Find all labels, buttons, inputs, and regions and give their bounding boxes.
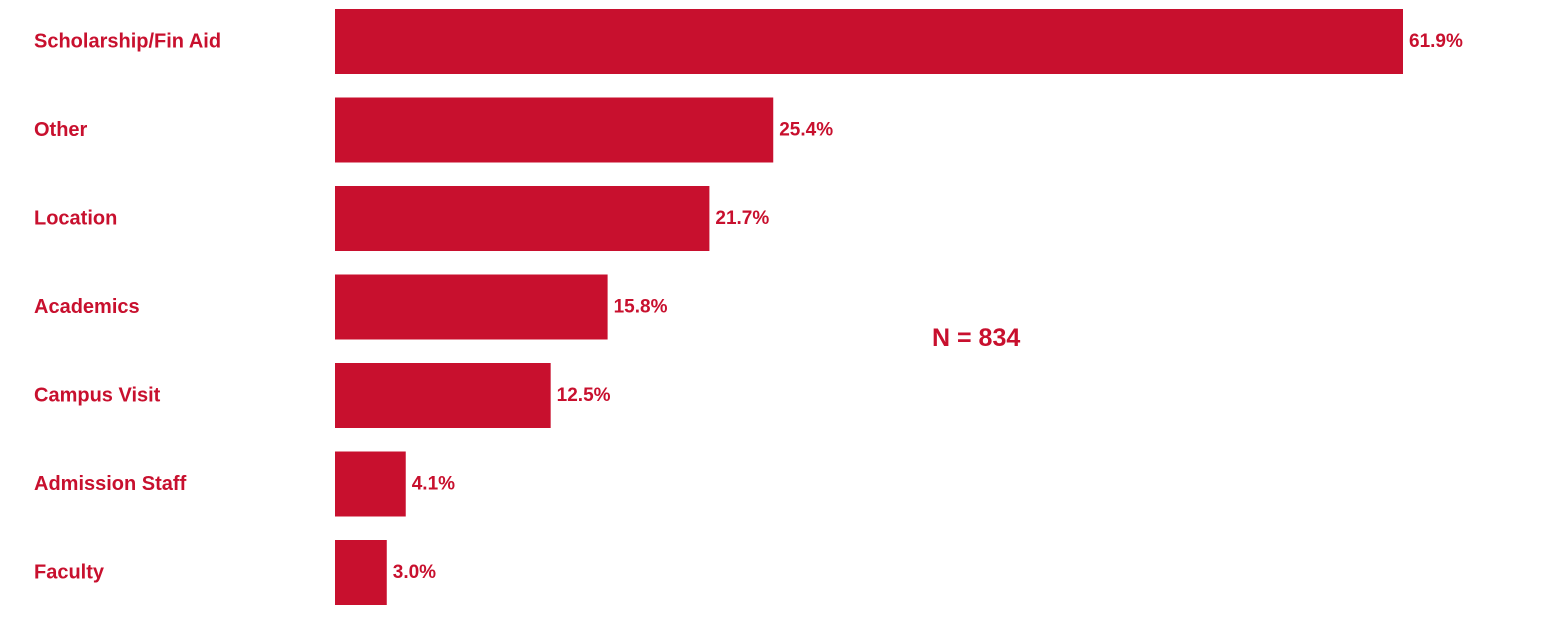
value-label: 21.7% [715,208,769,229]
category-label: Location [34,208,117,230]
value-label: 4.1% [412,474,455,495]
category-label: Other [34,119,88,141]
value-label: 3.0% [393,562,436,583]
value-label: 15.8% [614,297,668,318]
category-label: Admission Staff [34,473,187,495]
bar [335,9,1403,74]
category-label: Academics [34,296,140,318]
bars [335,9,1403,605]
category-labels: Scholarship/Fin Aid Other Location Academic… [34,31,221,584]
bar [335,186,710,251]
sample-size-annotation: N = 834 [932,324,1020,352]
bar [335,451,406,517]
value-labels: 61.9% 25.4% 21.7% 15.8% 12.5% 4.1% 3.0% [393,31,1463,583]
value-label: 12.5% [557,385,611,406]
bar [335,97,774,163]
bar [335,274,608,340]
value-label: 25.4% [779,120,833,141]
category-label: Scholarship/Fin Aid [34,31,221,53]
bar [335,540,387,605]
category-label: Faculty [34,562,105,584]
category-label: Campus Visit [34,385,161,407]
bar [335,363,551,428]
value-label: 61.9% [1409,31,1463,52]
